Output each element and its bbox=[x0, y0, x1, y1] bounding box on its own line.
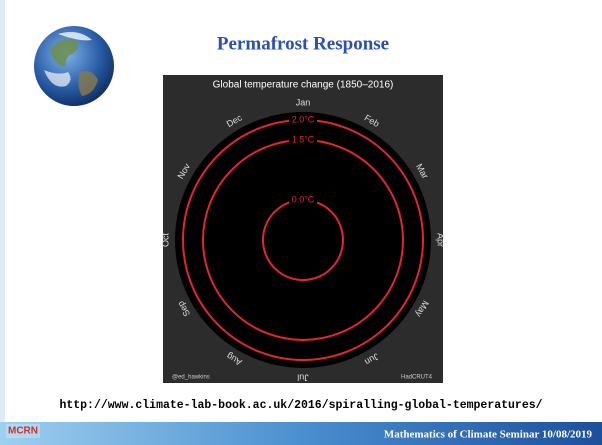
chart-title: Global temperature change (1850–2016) bbox=[213, 80, 394, 91]
credit-left: @ed_hawkins bbox=[172, 375, 210, 381]
plot-disc bbox=[175, 112, 431, 368]
logo: MCRN bbox=[8, 426, 38, 437]
source-url: http://www.climate-lab-book.ac.uk/2016/s… bbox=[59, 399, 542, 412]
side-border bbox=[0, 0, 5, 422]
month-label: Oct bbox=[160, 233, 170, 248]
footer-text: Mathematics of Climate Seminar 10/08/201… bbox=[384, 429, 593, 441]
month-label: Jan bbox=[296, 97, 311, 107]
ring-label-bg bbox=[289, 194, 317, 206]
ring-label: 0.0°C bbox=[292, 194, 315, 204]
earth-icon bbox=[34, 26, 114, 106]
month-label: Apr bbox=[436, 233, 446, 247]
ring-label: 1.5°C bbox=[292, 134, 315, 144]
ring-label-bg bbox=[289, 114, 317, 126]
ring-label-bg bbox=[289, 134, 317, 146]
credit-right: HadCRUT4 bbox=[401, 375, 433, 381]
slide-title: Permafrost Response bbox=[217, 33, 389, 54]
ring-label: 2.0°C bbox=[292, 114, 315, 124]
month-label: Jul bbox=[297, 373, 309, 383]
footer-bar bbox=[0, 422, 602, 445]
logo-box bbox=[6, 424, 40, 438]
